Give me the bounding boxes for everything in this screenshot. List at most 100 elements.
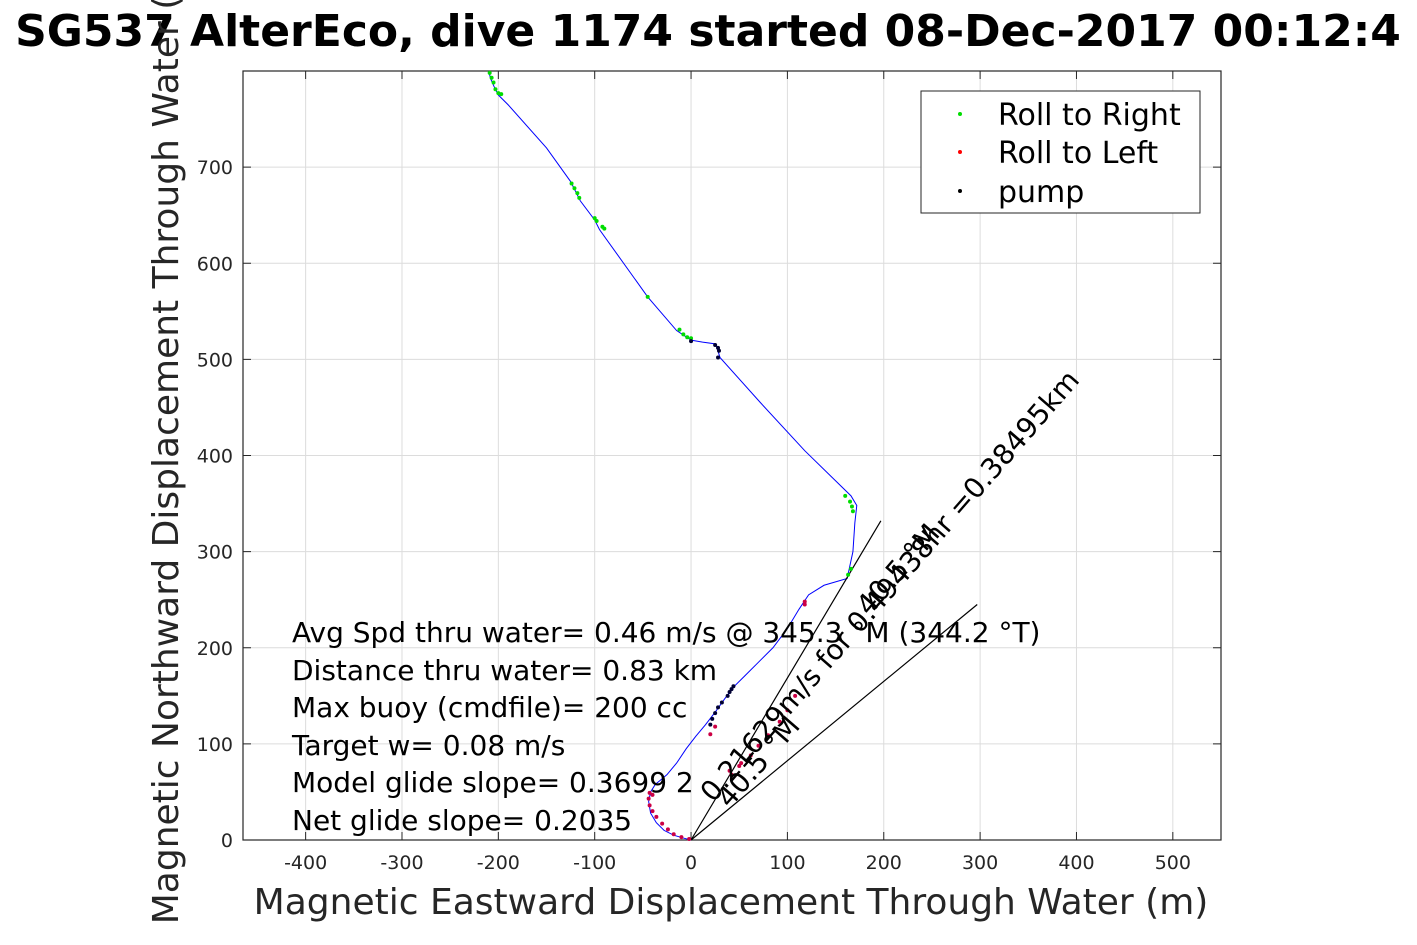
annotation-target-w: Target w= 0.08 m/s (291, 729, 565, 762)
legend-label-pump: pump (998, 175, 1084, 210)
x-tick-label: 100 (769, 852, 805, 874)
roll-left-point (739, 761, 744, 766)
annotation-net-glide: Net glide slope= 0.2035 (292, 804, 632, 837)
legend-box (920, 90, 1201, 214)
roll-right-point (843, 493, 848, 498)
y-tick-label: 0 (221, 830, 233, 852)
y-tick-label: 100 (197, 734, 233, 756)
roll-left-point (650, 792, 655, 797)
annotation-distance: Distance thru water= 0.83 km (292, 654, 717, 687)
roll-right-point (846, 572, 851, 577)
annotation-model-glide: Model glide slope= 0.3699 2 (292, 766, 694, 799)
roll-right-point (645, 294, 650, 299)
roll-right-point (848, 566, 853, 571)
roll-left-point (647, 803, 652, 808)
roll-right-point (594, 218, 599, 223)
roll-left-point (660, 821, 665, 826)
annotation-avg-speed: Avg Spd thru water= 0.46 m/s @ 345.3 °M … (292, 616, 1040, 649)
pump-point (727, 689, 732, 694)
x-tick-label: -400 (284, 852, 327, 874)
y-tick-label: 300 (197, 542, 233, 564)
pump-point (713, 711, 718, 716)
roll-left-point (802, 599, 807, 604)
roll-left-point (785, 708, 790, 713)
rotated-annotation: 40.5 °M (850, 517, 947, 621)
roll-left-point (802, 602, 807, 607)
rotated-labels: 0.21629m/s for 0.49438hr =0.38495km40.5 … (694, 364, 1086, 814)
roll-right-point (489, 75, 494, 80)
roll-right-point (493, 87, 498, 92)
roll-left-point (650, 809, 655, 814)
pump-point (710, 716, 715, 721)
roll-left-point (708, 732, 713, 737)
x-tick-label: -200 (477, 852, 520, 874)
y-tick-label: 400 (197, 446, 233, 468)
x-tick-label: 0 (685, 852, 697, 874)
pump-point (689, 339, 694, 344)
data-series (487, 70, 978, 842)
x-tick-label: 500 (1155, 852, 1191, 874)
roll-left-point (748, 753, 753, 758)
roll-left-point (729, 772, 734, 777)
legend: Roll to Right Roll to Left pump (920, 90, 1201, 214)
roll-right-point (487, 70, 492, 75)
y-tick-label: 500 (197, 349, 233, 371)
roll-left-point (756, 743, 761, 748)
x-tick-label: 200 (866, 852, 902, 874)
roll-right-point (689, 336, 694, 341)
legend-marker-roll-right (958, 112, 962, 116)
roll-right-point (848, 499, 853, 504)
y-tick-label: 600 (197, 253, 233, 275)
roll-right-point (569, 181, 574, 186)
roll-left-point (793, 693, 798, 698)
heading-line (690, 604, 978, 841)
legend-label-roll-right: Roll to Right (998, 98, 1181, 133)
x-tick-label: -100 (573, 852, 616, 874)
roll-right-point (575, 191, 580, 196)
x-tick-label: 300 (962, 852, 998, 874)
x-tick-label: 400 (1058, 852, 1094, 874)
roll-left-point (647, 790, 652, 795)
roll-left-point (713, 724, 718, 729)
y-tick-label: 200 (197, 638, 233, 660)
legend-marker-roll-left (958, 150, 962, 154)
roll-left-point (777, 719, 782, 724)
roll-right-point (849, 504, 854, 509)
pump-point (716, 705, 721, 710)
axis-ticks: -400 -300 -200 -100 0 100 200 300 400 500 0 100 200 3… (197, 71, 1221, 874)
roll-left-point (687, 837, 692, 842)
roll-right-point (685, 335, 690, 340)
roll-right-point (491, 80, 496, 85)
roll-right-point (602, 226, 607, 231)
legend-label-roll-left: Roll to Left (998, 136, 1158, 171)
y-tick-label: 700 (197, 157, 233, 179)
roll-right-point (572, 186, 577, 191)
pump-point (731, 684, 736, 689)
chart-title: SG537 AlterEco, dive 1174 started 08-Dec… (15, 6, 1401, 57)
roll-left-point (646, 796, 651, 801)
pump-point (716, 348, 721, 353)
pump-point (713, 342, 718, 347)
x-tick-label: -300 (380, 852, 423, 874)
pump-point (719, 700, 724, 705)
roll-left-point (727, 768, 732, 773)
stats-annotations: Avg Spd thru water= 0.46 m/s @ 345.3 °M … (291, 616, 1040, 837)
roll-left-point (654, 814, 659, 819)
annotation-max-buoy: Max buoy (cmdfile)= 200 cc (292, 691, 687, 724)
x-axis-label: Magnetic Eastward Displacement Through W… (254, 882, 1209, 923)
roll-left-point (665, 827, 670, 832)
roll-left-point (679, 835, 684, 840)
roll-right-point (592, 216, 597, 221)
roll-right-point (577, 195, 582, 200)
pump-point (716, 355, 721, 360)
pump-point (708, 722, 713, 727)
roll-left-point (737, 763, 742, 768)
roll-right-point (677, 327, 682, 332)
legend-marker-pump (958, 189, 962, 193)
y-axis-label: Magnetic Northward Displacement Through … (146, 0, 187, 924)
roll-right-point (681, 332, 686, 337)
pump-point (725, 693, 730, 698)
roll-right-point (850, 509, 855, 514)
roll-left-point (766, 733, 771, 738)
